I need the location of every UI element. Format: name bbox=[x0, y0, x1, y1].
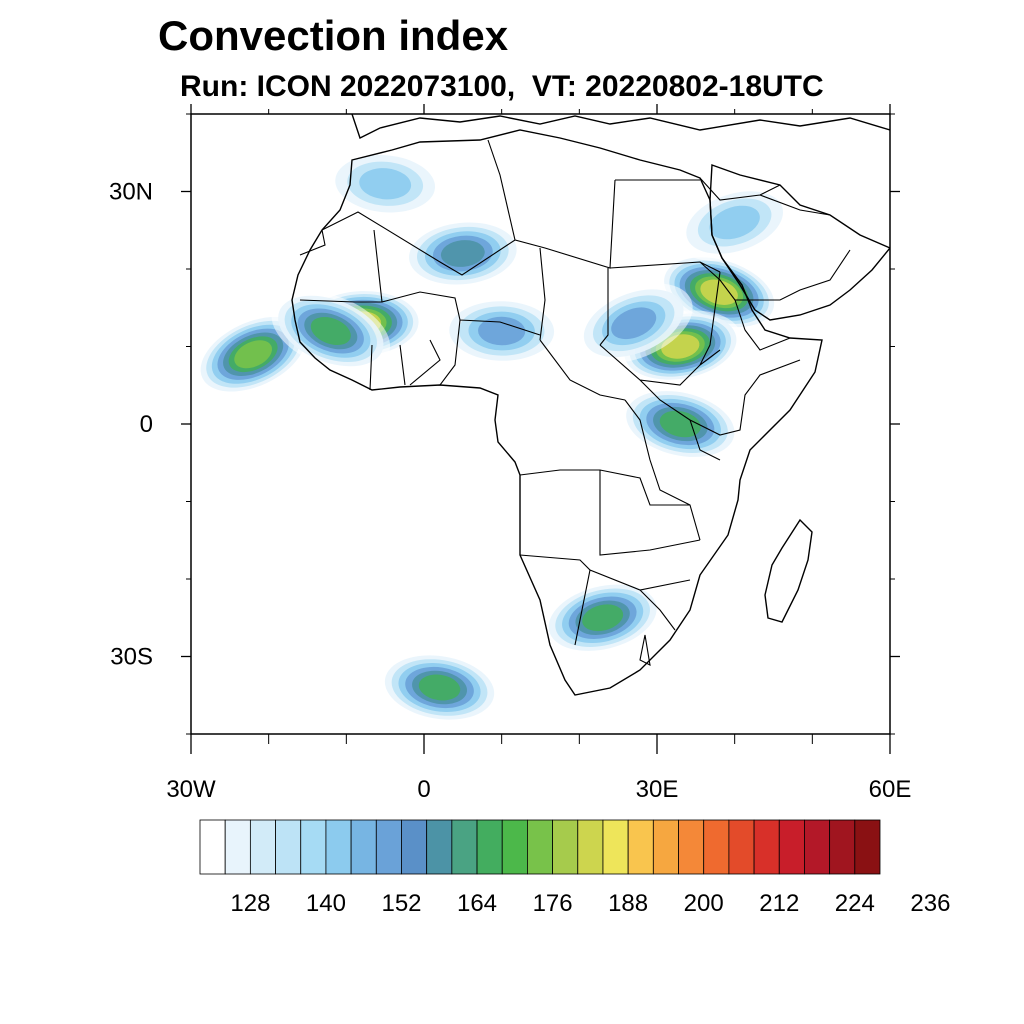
convection-cell bbox=[439, 295, 564, 367]
country-borders bbox=[299, 139, 851, 666]
convection-cell bbox=[541, 580, 664, 655]
contour-level bbox=[582, 604, 624, 632]
lat-tick-label: 30N bbox=[109, 179, 153, 206]
colorbar-swatch bbox=[778, 819, 805, 875]
chart-subtitle: Run: ICON 2022073100, VT: 20220802-18UTC bbox=[180, 70, 824, 103]
lon-tick-label: 30E bbox=[636, 776, 679, 803]
colorbar-tick-label: 212 bbox=[759, 890, 799, 917]
convection-cell bbox=[574, 283, 693, 364]
convection-cell bbox=[619, 387, 742, 461]
contour-level bbox=[709, 205, 760, 240]
arabia-coastline bbox=[709, 164, 890, 321]
colorbar-tick-label: 200 bbox=[684, 890, 724, 917]
map-axes: 30N 0 30S 30W 0 30E 60E bbox=[109, 104, 911, 803]
colorbar-swatch bbox=[199, 819, 226, 875]
colorbar-tick-label: 152 bbox=[381, 890, 421, 917]
colorbar: 128 140 152 164 176 188 200 212 224 236 bbox=[199, 819, 950, 917]
contour-level bbox=[440, 240, 485, 267]
contour-level bbox=[418, 674, 461, 701]
coastline-borders bbox=[291, 114, 890, 696]
lon-tick-label: 60E bbox=[869, 776, 912, 803]
convection-cell bbox=[674, 184, 795, 261]
colorbar-swatch bbox=[426, 819, 453, 875]
colorbar-swatch bbox=[451, 819, 478, 875]
colorbar-tick-label: 140 bbox=[306, 890, 346, 917]
colorbar-swatch bbox=[300, 819, 327, 875]
chart-title: Convection index bbox=[158, 12, 509, 59]
colorbar-swatch bbox=[527, 819, 553, 875]
colorbar-swatch bbox=[325, 819, 352, 875]
contour-level bbox=[611, 307, 657, 340]
contour-level bbox=[234, 340, 272, 369]
colorbar-tick-label: 164 bbox=[457, 890, 497, 917]
colorbar-swatch bbox=[678, 819, 705, 875]
lon-tick-label: 0 bbox=[417, 776, 430, 803]
colorbar-swatch bbox=[501, 819, 528, 875]
convection-cell bbox=[271, 291, 391, 371]
colorbar-swatch bbox=[375, 819, 402, 875]
colorbar-swatch bbox=[249, 819, 276, 875]
contour-level bbox=[700, 279, 738, 305]
colorbar-swatch bbox=[703, 819, 730, 875]
lon-tick-label: 30W bbox=[166, 776, 216, 803]
contour-level bbox=[659, 410, 701, 438]
contour-level bbox=[359, 168, 412, 200]
lat-tick-label: 0 bbox=[140, 411, 153, 438]
colorbar-tick-label: 128 bbox=[230, 890, 270, 917]
convection-field bbox=[195, 148, 795, 724]
colorbar-swatch bbox=[224, 819, 251, 875]
convection-cell bbox=[401, 218, 525, 289]
convection-cell bbox=[378, 651, 502, 724]
colorbar-swatch bbox=[652, 819, 679, 875]
colorbar-tick-label: 236 bbox=[910, 890, 950, 917]
contour-level bbox=[310, 316, 351, 346]
colorbar-swatch bbox=[350, 819, 377, 875]
colorbar-swatch bbox=[577, 819, 604, 875]
colorbar-swatch bbox=[401, 819, 428, 875]
colorbar-swatch bbox=[602, 819, 629, 875]
colorbar-tick-label: 224 bbox=[835, 890, 875, 917]
colorbar-tick-label: 176 bbox=[533, 890, 573, 917]
colorbar-swatch bbox=[829, 819, 856, 875]
convection-cell bbox=[195, 313, 312, 396]
colorbar-swatch bbox=[753, 819, 780, 875]
colorbar-swatch bbox=[627, 819, 654, 875]
madagascar-coastline bbox=[764, 518, 813, 623]
colorbar-swatch bbox=[728, 819, 755, 875]
colorbar-swatch bbox=[476, 819, 503, 875]
lat-tick-label: 30S bbox=[110, 644, 153, 671]
colorbar-swatch bbox=[804, 819, 831, 875]
contour-level bbox=[478, 316, 526, 346]
colorbar-swatch bbox=[552, 819, 579, 875]
europe-coastline bbox=[351, 114, 890, 139]
convection-cell bbox=[323, 148, 448, 220]
africa-coastline bbox=[291, 129, 823, 696]
colorbar-tick-label: 188 bbox=[608, 890, 648, 917]
colorbar-swatch bbox=[854, 819, 881, 875]
colorbar-swatch bbox=[275, 819, 302, 875]
